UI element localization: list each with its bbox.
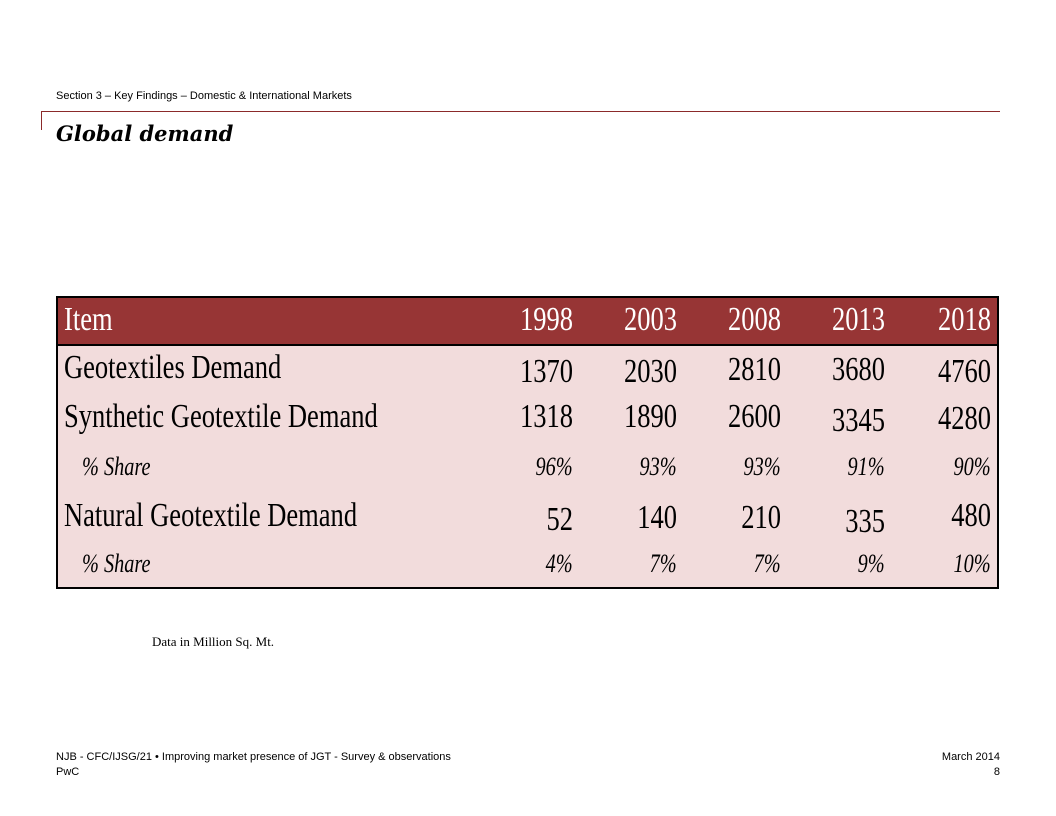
cell-value: 7% bbox=[649, 549, 677, 578]
section-label: Section 3 – Key Findings – Domestic & In… bbox=[56, 90, 352, 102]
cell-value: 2030 bbox=[623, 353, 677, 390]
cell-value: 2600 bbox=[727, 398, 781, 435]
header-rule bbox=[41, 111, 1000, 112]
page-number: 8 bbox=[993, 766, 1000, 778]
row-label-synthetic-share: % Share bbox=[82, 452, 151, 481]
column-header-2003: 2003 bbox=[623, 301, 677, 338]
cell-value: 2810 bbox=[727, 351, 781, 388]
cell-value: 1370 bbox=[519, 353, 573, 390]
cell-value: 96% bbox=[535, 452, 573, 481]
column-header-2013: 2013 bbox=[831, 301, 885, 338]
column-header-1998: 1998 bbox=[519, 301, 573, 338]
column-header-2018: 2018 bbox=[937, 301, 991, 338]
cell-value: 4280 bbox=[937, 400, 991, 437]
header-rule-corner bbox=[41, 111, 42, 130]
cell-value: 1890 bbox=[623, 398, 677, 435]
column-header-2008: 2008 bbox=[727, 301, 781, 338]
footer-date: March 2014 bbox=[941, 751, 1000, 763]
cell-value: 3680 bbox=[831, 351, 885, 388]
cell-value: 3345 bbox=[831, 402, 885, 439]
demand-table: Item 1998 2003 2008 2013 2018 Geotextile… bbox=[56, 296, 999, 589]
footer-company: PwC bbox=[56, 766, 80, 778]
cell-value: 52 bbox=[546, 501, 573, 538]
cell-value: 93% bbox=[743, 452, 781, 481]
row-label-natural-geotextile-demand: Natural Geotextile Demand bbox=[64, 497, 358, 534]
cell-value: 90% bbox=[953, 452, 991, 481]
cell-value: 9% bbox=[857, 549, 885, 578]
column-header-item: Item bbox=[64, 301, 113, 338]
table-header-row: Item 1998 2003 2008 2013 2018 bbox=[58, 298, 997, 346]
cell-value: 1318 bbox=[519, 398, 573, 435]
cell-value: 91% bbox=[847, 452, 885, 481]
cell-value: 140 bbox=[637, 499, 677, 536]
footer-right: March 2014 8 bbox=[942, 750, 1000, 780]
cell-value: 7% bbox=[753, 549, 781, 578]
cell-value: 335 bbox=[845, 503, 885, 540]
cell-value: 93% bbox=[639, 452, 677, 481]
row-label-synthetic-geotextile-demand: Synthetic Geotextile Demand bbox=[64, 398, 378, 435]
row-label-geotextiles-demand: Geotextiles Demand bbox=[64, 349, 282, 386]
cell-value: 210 bbox=[741, 499, 781, 536]
cell-value: 480 bbox=[951, 497, 991, 534]
cell-value: 4% bbox=[545, 549, 573, 578]
footer-left: NJB - CFC/IJSG/21 • Improving market pre… bbox=[56, 750, 451, 780]
footer-project: NJB - CFC/IJSG/21 • Improving market pre… bbox=[56, 751, 451, 763]
row-label-natural-share: % Share bbox=[82, 549, 151, 578]
page-title: Global demand bbox=[56, 121, 234, 146]
cell-value: 10% bbox=[953, 549, 991, 578]
cell-value: 4760 bbox=[937, 353, 991, 390]
units-note: Data in Million Sq. Mt. bbox=[152, 634, 275, 649]
